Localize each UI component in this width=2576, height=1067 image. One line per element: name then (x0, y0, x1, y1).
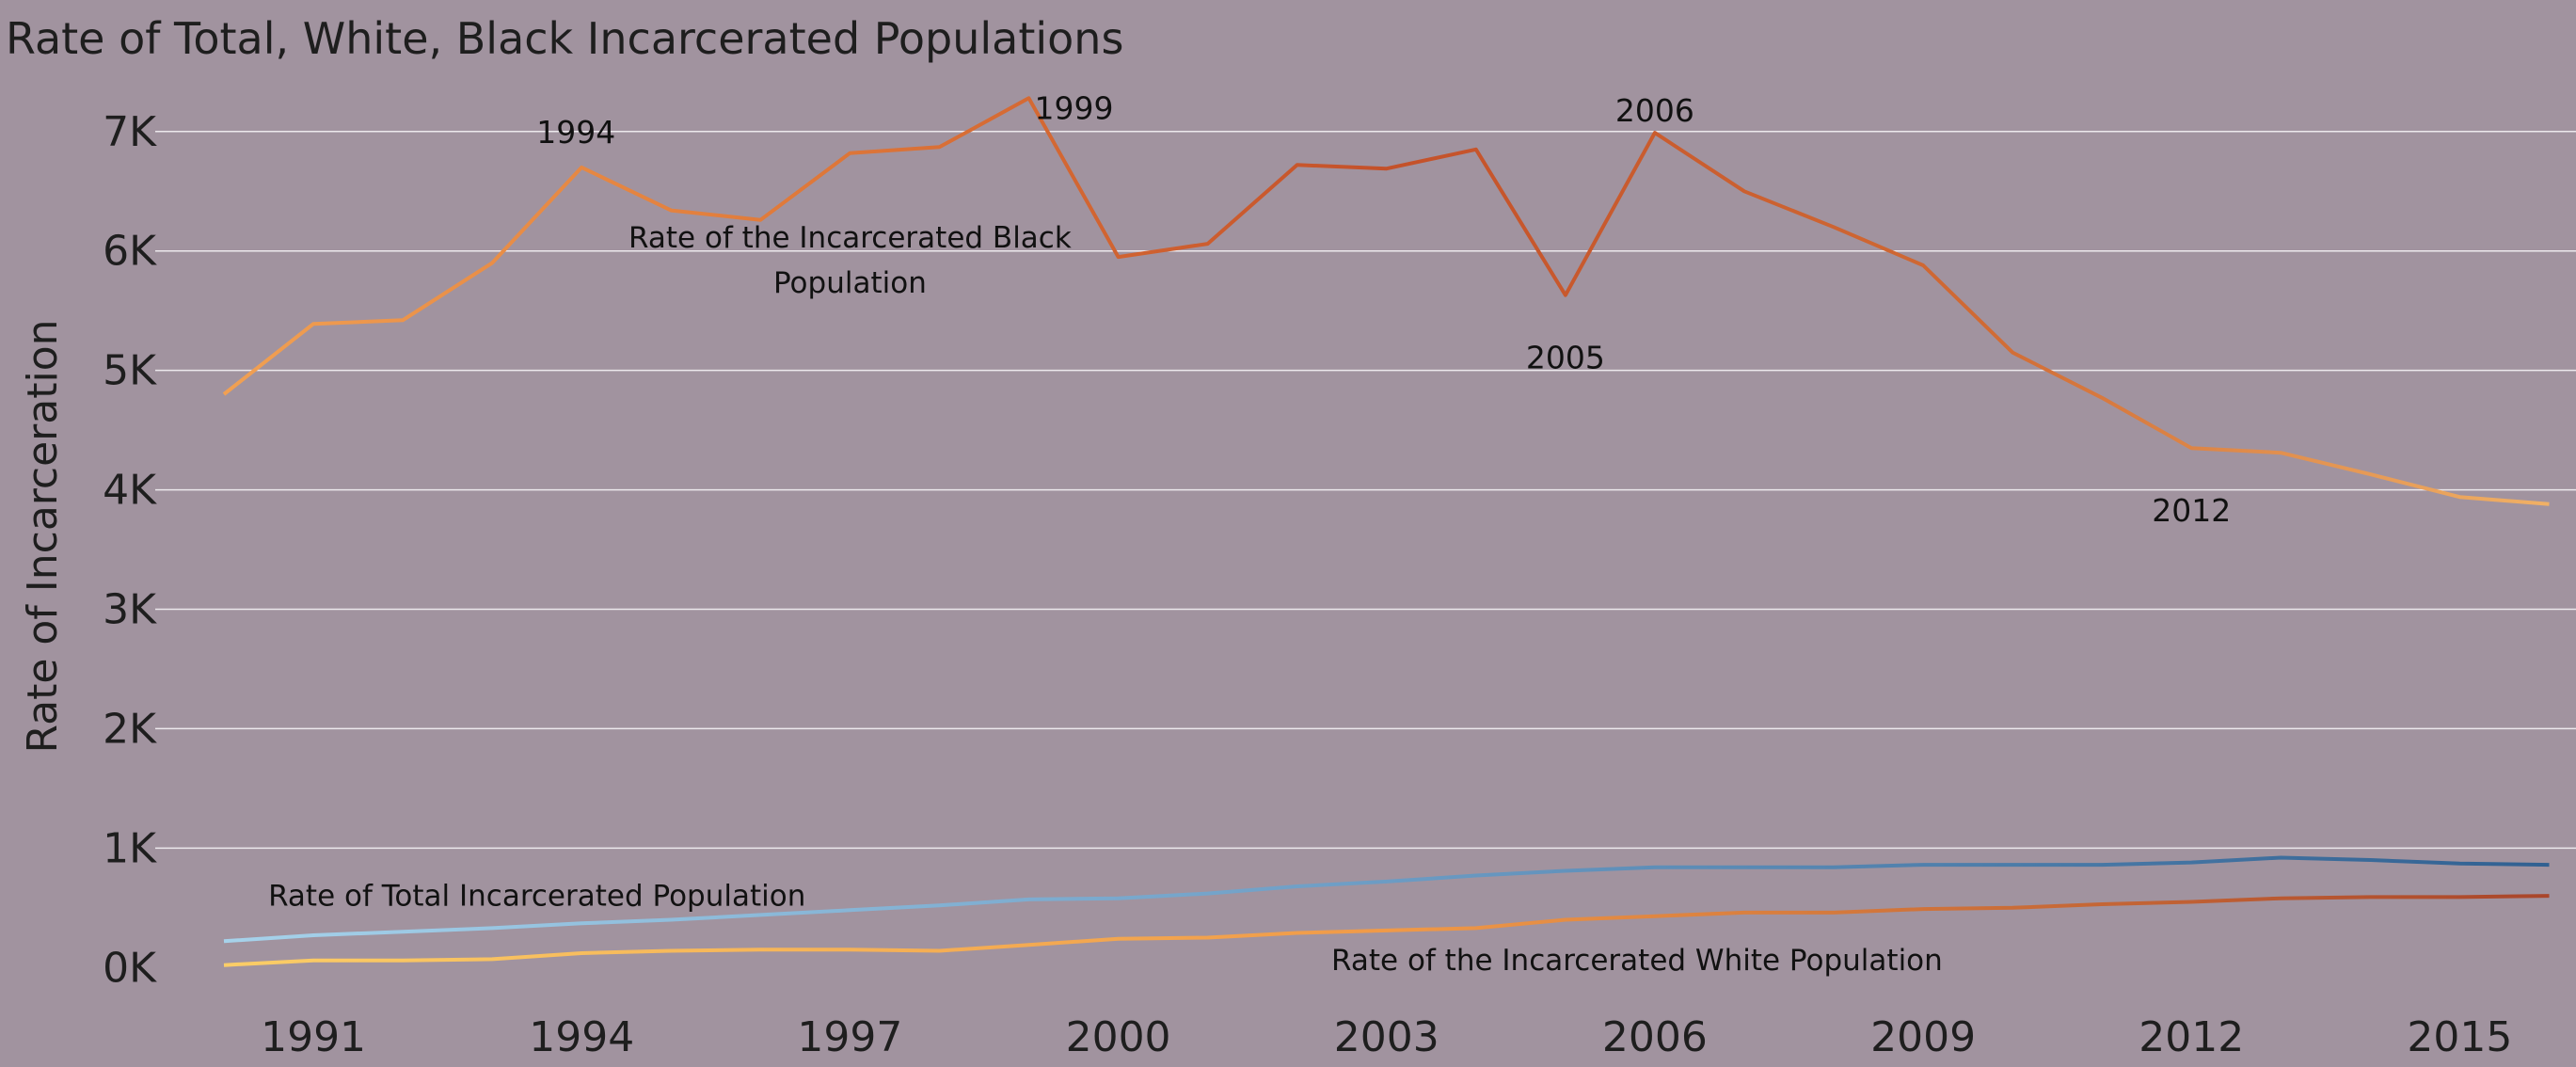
x-tick-label: 2000 (1066, 1013, 1171, 1061)
year-annotation: 2006 (1615, 92, 1694, 129)
x-tick-label: 2009 (1870, 1013, 1976, 1061)
x-tick-label: 1994 (529, 1013, 634, 1061)
series-label: Rate of the Incarcerated White Populatio… (1331, 944, 1943, 978)
series-line-white (223, 894, 2550, 967)
x-tick-label: 2012 (2139, 1013, 2244, 1061)
y-tick-label: 2K (103, 705, 157, 753)
y-tick-label: 5K (103, 347, 157, 395)
x-tick-label: 2003 (1334, 1013, 1439, 1061)
y-tick-label: 1K (103, 824, 157, 872)
chart-title: Rate of Total, White, Black Incarcerated… (6, 13, 1123, 64)
y-axis-label: Rate of Incarceration (19, 319, 67, 753)
gridlines (155, 131, 2576, 850)
y-tick-label: 3K (103, 586, 157, 634)
x-tick-label: 1991 (261, 1013, 366, 1061)
x-tick-label: 2006 (1602, 1013, 1708, 1061)
year-annotation: 1999 (1035, 89, 1114, 126)
year-annotation: 2012 (2152, 492, 2231, 529)
series-label: Population (773, 266, 927, 300)
y-tick-label: 0K (103, 944, 157, 992)
year-annotation: 2005 (1526, 340, 1605, 376)
x-tick-label: 2015 (2407, 1013, 2512, 1061)
series-labels: Rate of the Incarcerated Black Population… (268, 221, 1943, 978)
year-annotation: 1994 (536, 114, 615, 151)
series-label: Rate of the Incarcerated Black (628, 221, 1072, 255)
x-axis-ticks: 1991 1994 1997 2000 2003 2006 2009 2012 2015 (261, 1013, 2512, 1061)
y-tick-label: 6K (103, 228, 157, 276)
x-tick-label: 1997 (797, 1013, 902, 1061)
series-line-total (223, 855, 2550, 944)
point-annotations: 1994 1999 2005 2006 2012 (536, 89, 2231, 529)
y-tick-label: 7K (103, 108, 157, 156)
series-line-black (222, 96, 2550, 506)
series-label: Rate of Total Incarcerated Population (268, 879, 805, 913)
series-lines (222, 96, 2550, 967)
y-axis-ticks: 0K 1K 2K 3K 4K 5K 6K 7K (103, 108, 157, 992)
y-tick-label: 4K (103, 467, 157, 515)
